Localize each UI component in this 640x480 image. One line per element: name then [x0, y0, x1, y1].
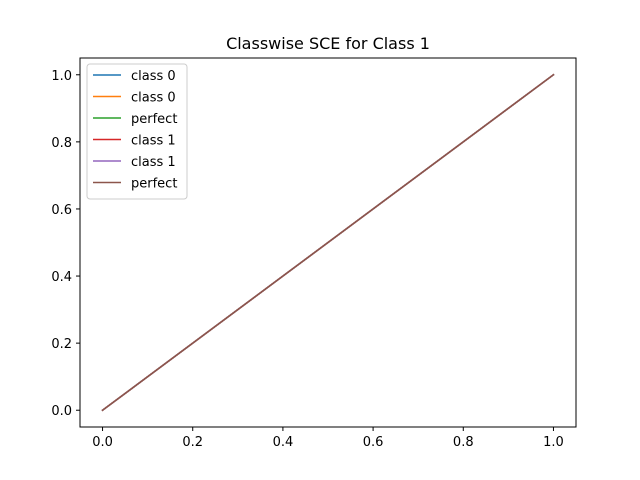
series-line-5 — [101, 73, 555, 412]
x-tick-label: 0.8 — [453, 435, 474, 450]
x-axis: 0.0 0.2 0.4 0.6 0.8 1.0 — [92, 427, 564, 450]
legend-label: perfect — [131, 177, 177, 192]
series-lines — [101, 73, 555, 412]
axes-frame — [79, 57, 577, 428]
legend-label: class 0 — [131, 91, 176, 106]
x-tick-label: 0.4 — [273, 435, 294, 450]
legend-label: class 0 — [131, 69, 176, 84]
legend: class 0 class 0 perfect class 1 class 1 perfe… — [86, 63, 188, 200]
y-tick-label: 0.6 — [51, 203, 72, 218]
y-axis: 0.0 0.2 0.4 0.6 0.8 1.0 — [51, 69, 80, 419]
x-tick-label: 0.2 — [182, 435, 203, 450]
legend-label: class 1 — [131, 134, 176, 149]
x-tick-label: 0.0 — [92, 435, 113, 450]
legend-box — [86, 63, 188, 200]
x-tick-label: 0.6 — [363, 435, 384, 450]
chart-title: Classwise SCE for Class 1 — [226, 34, 430, 53]
y-tick-label: 0.8 — [51, 136, 72, 151]
plot-area: 0.0 0.2 0.4 0.6 0.8 1.0 0.0 0.2 0.4 0.6 0.8 1.0 cl… — [51, 57, 577, 450]
y-tick-label: 1.0 — [51, 69, 72, 84]
legend-label: perfect — [131, 112, 177, 127]
y-tick-label: 0.4 — [51, 270, 72, 285]
y-tick-label: 0.0 — [51, 404, 72, 419]
legend-label: class 1 — [131, 155, 176, 170]
x-tick-label: 1.0 — [543, 435, 564, 450]
y-tick-label: 0.2 — [51, 337, 72, 352]
